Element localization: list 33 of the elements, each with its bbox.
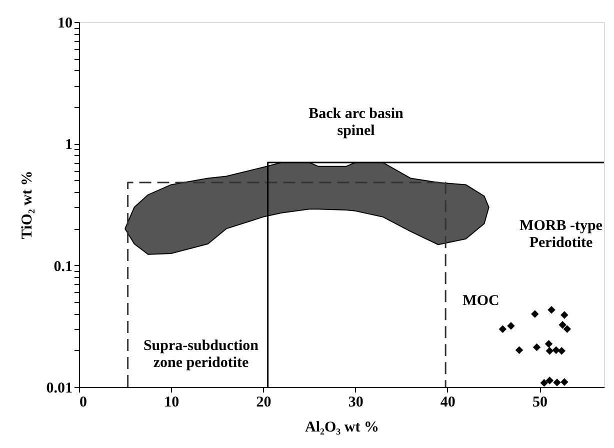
point	[558, 347, 566, 355]
y-tick-label: 0.1	[54, 258, 72, 275]
point	[507, 322, 515, 330]
annotation: Back arc basin spinel	[308, 106, 404, 139]
annotation: Supra-subduction zone peridotite	[143, 338, 260, 371]
point	[532, 343, 541, 352]
y-axis-title: TiO₂ wt %	[19, 170, 36, 240]
point	[560, 311, 568, 319]
point	[552, 346, 560, 354]
point	[546, 376, 554, 384]
annotation: MOC	[462, 293, 500, 309]
point	[553, 378, 561, 386]
point	[558, 321, 566, 329]
y-tick-label: 0.01	[46, 380, 72, 396]
point	[540, 379, 548, 387]
annotation: MORB -type Peridotite	[520, 218, 603, 251]
point	[560, 378, 568, 386]
point	[515, 346, 524, 354]
point	[563, 325, 572, 333]
point	[546, 347, 554, 355]
y-tick-label: 10	[58, 16, 72, 32]
x-tick-label: 30	[348, 394, 364, 410]
point	[548, 306, 556, 314]
x-tick-label: 10	[164, 394, 180, 410]
point	[498, 325, 507, 333]
x-tick-label: 0	[80, 394, 87, 410]
point	[531, 310, 539, 318]
x-tick-label: 50	[532, 394, 548, 410]
x-axis-title: Al₂O₃ wt %	[305, 420, 379, 436]
point	[544, 340, 553, 348]
y-tick-label: 1	[65, 137, 72, 154]
x-tick-label: 40	[440, 394, 456, 410]
x-tick-label: 20	[256, 394, 272, 410]
